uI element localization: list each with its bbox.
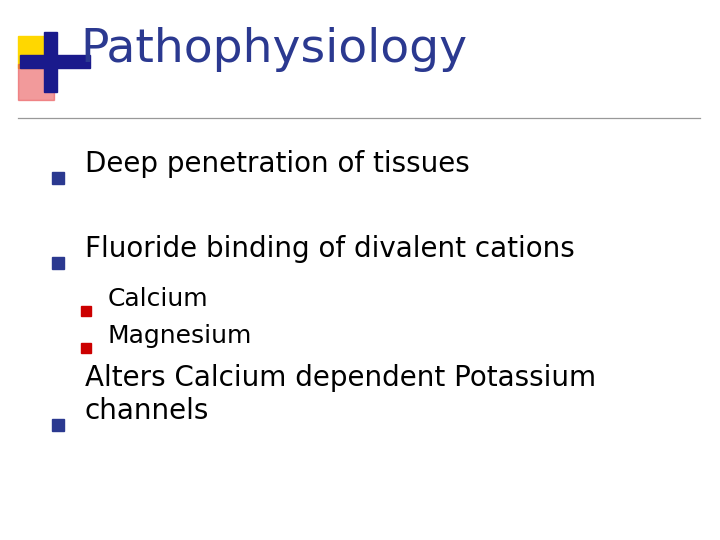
Bar xyxy=(44,32,57,92)
Text: Alters Calcium dependent Potassium
channels: Alters Calcium dependent Potassium chann… xyxy=(85,363,596,425)
Bar xyxy=(18,64,54,100)
Bar xyxy=(52,419,64,431)
Bar xyxy=(81,343,91,353)
Bar xyxy=(18,36,50,68)
Text: Fluoride binding of divalent cations: Fluoride binding of divalent cations xyxy=(85,235,575,263)
Text: Magnesium: Magnesium xyxy=(108,324,253,348)
Bar xyxy=(52,172,64,184)
Text: Pathophysiology: Pathophysiology xyxy=(80,28,467,72)
Text: Calcium: Calcium xyxy=(108,287,209,311)
Text: Deep penetration of tissues: Deep penetration of tissues xyxy=(85,150,469,178)
Bar xyxy=(52,257,64,269)
Bar xyxy=(81,306,91,316)
Bar xyxy=(20,55,90,68)
